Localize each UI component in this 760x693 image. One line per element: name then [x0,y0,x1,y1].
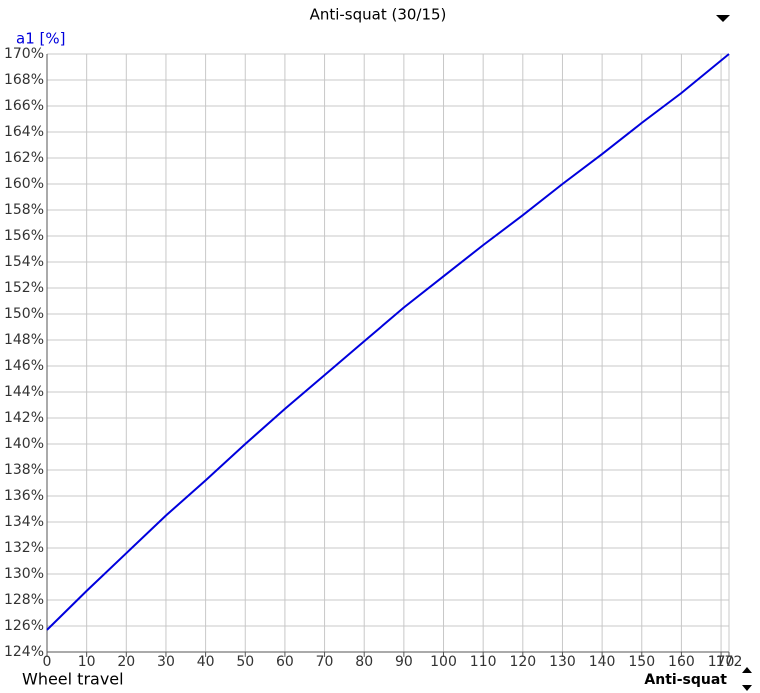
x-tick-label: 172 [716,654,743,670]
y-axis-label: a1 [%] [16,30,65,48]
y-tick-label: 124% [4,644,44,660]
x-axis-label: Wheel travel [22,670,124,689]
y-tick-label: 158% [4,202,44,218]
y-tick-label: 128% [4,592,44,608]
selector-label[interactable]: Anti-squat [644,672,727,688]
x-tick-label: 70 [316,654,334,670]
x-tick-label: 120 [509,654,536,670]
x-tick-label: 40 [197,654,215,670]
up-arrow[interactable] [742,667,752,673]
y-tick-label: 150% [4,306,44,322]
x-tick-label: 140 [589,654,616,670]
x-tick-label: 20 [117,654,135,670]
x-tick-label: 30 [157,654,175,670]
y-tick-label: 166% [4,98,44,114]
y-tick-label: 130% [4,566,44,582]
y-tick-label: 162% [4,150,44,166]
x-tick-label: 80 [355,654,373,670]
x-tick-label: 90 [395,654,413,670]
y-tick-label: 138% [4,462,44,478]
x-tick-label: 60 [276,654,294,670]
y-tick-label: 152% [4,280,44,296]
y-tick-label: 154% [4,254,44,270]
y-tick-label: 132% [4,540,44,556]
y-tick-label: 148% [4,332,44,348]
y-tick-label: 168% [4,72,44,88]
x-tick-label: 130 [549,654,576,670]
data-line [46,53,730,631]
x-tick-label: 110 [470,654,497,670]
y-tick-label: 142% [4,410,44,426]
y-tick-label: 144% [4,384,44,400]
x-tick-label: 170 [708,654,735,670]
x-tick-label: 100 [430,654,457,670]
y-tick-label: 134% [4,514,44,530]
x-tick-label: 160 [668,654,695,670]
y-tick-label: 160% [4,176,44,192]
y-tick-label: 164% [4,124,44,140]
x-tick-label: 0 [43,654,52,670]
x-tick-label: 150 [628,654,655,670]
y-tick-label: 156% [4,228,44,244]
dropdown-arrow[interactable] [716,15,730,22]
y-tick-label: 146% [4,358,44,374]
chart-title: Anti-squat (30/15) [310,6,447,24]
y-tick-label: 136% [4,488,44,504]
x-tick-label: 10 [78,654,96,670]
x-tick-label: 50 [236,654,254,670]
y-tick-label: 170% [4,46,44,62]
down-arrow[interactable] [742,685,752,691]
y-tick-label: 126% [4,618,44,634]
y-tick-label: 140% [4,436,44,452]
